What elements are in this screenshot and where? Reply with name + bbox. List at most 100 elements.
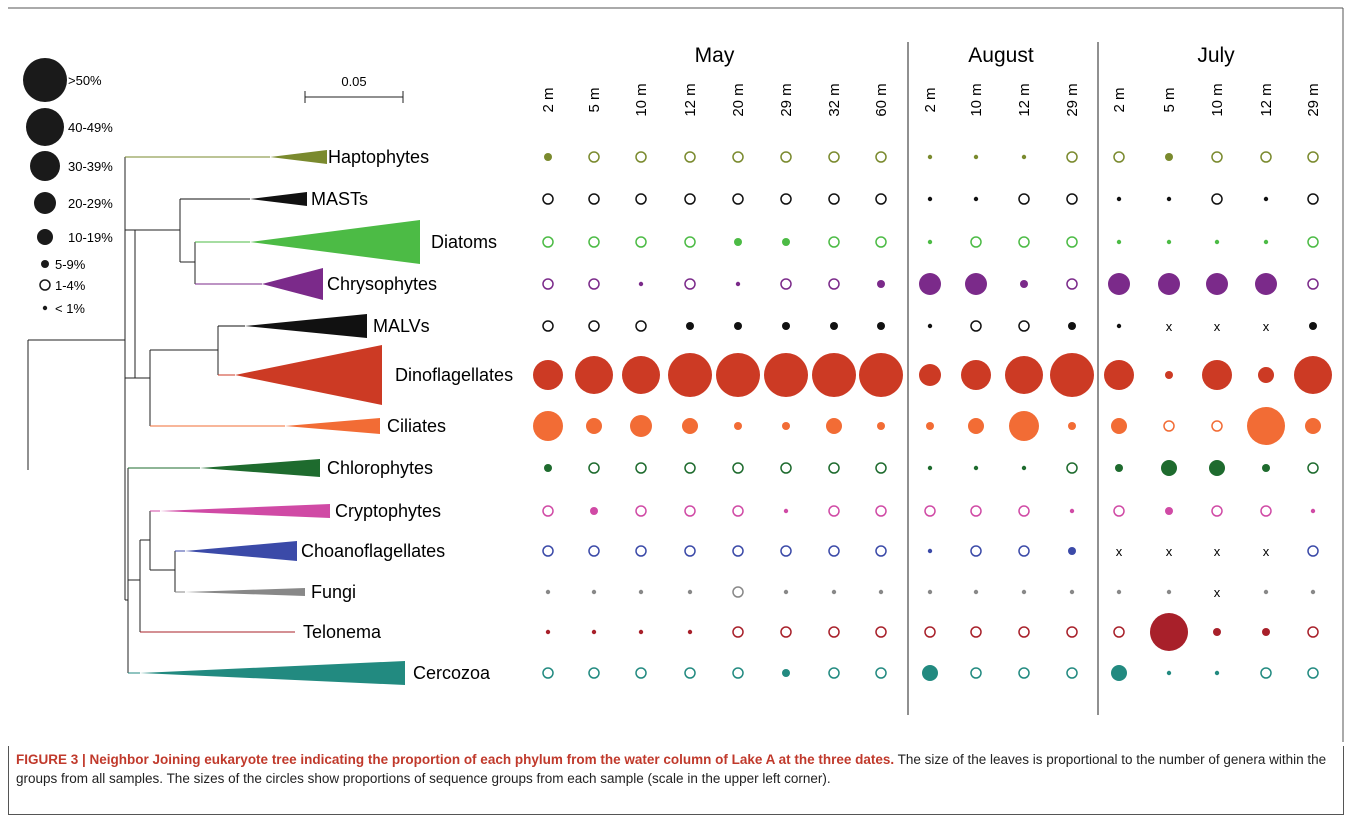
cell-bubble — [1066, 151, 1078, 163]
tree-leaf — [245, 314, 367, 338]
cell-bubble — [732, 193, 744, 205]
cell-bubble — [859, 353, 903, 397]
legend-symbol — [39, 279, 51, 291]
cell-bubble — [1021, 154, 1027, 160]
cell-bubble — [965, 273, 987, 295]
cell-bubble — [924, 505, 936, 517]
cell-bubble — [970, 236, 982, 248]
cell-bubble — [1305, 418, 1321, 434]
cell-bubble — [635, 320, 647, 332]
column-label: 10 m — [633, 83, 650, 116]
legend-symbol — [26, 108, 64, 146]
taxon-label: Choanoflagellates — [301, 541, 445, 561]
cell-bubble — [1202, 360, 1232, 390]
cell-bubble — [878, 589, 884, 595]
cell-bubble — [970, 667, 982, 679]
cell-bubble — [542, 667, 554, 679]
cell-bubble — [684, 278, 696, 290]
column-label: 60 m — [873, 83, 890, 116]
cell-bubble — [927, 548, 933, 554]
cell-bubble — [684, 462, 696, 474]
cell-bubble — [875, 193, 887, 205]
cell-bubble — [638, 589, 644, 595]
cell-bubble — [1213, 628, 1221, 636]
cell-bubble — [686, 322, 694, 330]
cell-bubble — [780, 151, 792, 163]
cell-text: x — [1263, 319, 1270, 334]
cell-bubble — [782, 422, 790, 430]
cell-bubble — [1214, 239, 1220, 245]
cell-bubble — [635, 193, 647, 205]
cell-bubble — [1307, 545, 1319, 557]
cell-bubble — [542, 236, 554, 248]
cell-bubble — [764, 353, 808, 397]
cell-bubble — [638, 281, 644, 287]
cell-bubble — [875, 151, 887, 163]
legend-label: 20-29% — [68, 196, 113, 211]
cell-bubble — [782, 238, 790, 246]
cell-bubble — [1258, 367, 1274, 383]
cell-bubble — [732, 151, 744, 163]
cell-bubble — [782, 669, 790, 677]
cell-bubble — [590, 507, 598, 515]
cell-bubble — [919, 273, 941, 295]
cell-bubble — [635, 236, 647, 248]
cell-bubble — [922, 665, 938, 681]
cell-bubble — [1165, 153, 1173, 161]
caption-title: FIGURE 3 | Neighbor Joining eukaryote tr… — [16, 752, 895, 767]
legend-symbol — [42, 305, 48, 311]
caption: FIGURE 3 | Neighbor Joining eukaryote tr… — [8, 746, 1344, 815]
column-label: 2 m — [540, 87, 557, 112]
cell-bubble — [1068, 422, 1076, 430]
tree-leaf — [235, 345, 382, 405]
cell-text: x — [1263, 544, 1270, 559]
legend-label: 30-39% — [68, 159, 113, 174]
cell-bubble — [1294, 356, 1332, 394]
cell-bubble — [973, 465, 979, 471]
cell-bubble — [1018, 236, 1030, 248]
tree-leaf — [250, 192, 307, 206]
tree-leaf — [185, 541, 297, 561]
cell-bubble — [542, 278, 554, 290]
cell-bubble — [968, 418, 984, 434]
cell-bubble — [1307, 667, 1319, 679]
cell-text: x — [1214, 319, 1221, 334]
cell-bubble — [588, 151, 600, 163]
cell-bubble — [812, 353, 856, 397]
tree-leaf — [160, 504, 330, 518]
cell-bubble — [542, 320, 554, 332]
cell-bubble — [927, 154, 933, 160]
cell-bubble — [877, 322, 885, 330]
cell-bubble — [1069, 589, 1075, 595]
cell-bubble — [635, 462, 647, 474]
cell-bubble — [734, 238, 742, 246]
cell-bubble — [1166, 589, 1172, 595]
cell-bubble — [1158, 273, 1180, 295]
cell-bubble — [630, 415, 652, 437]
cell-bubble — [1116, 589, 1122, 595]
column-label: 20 m — [730, 83, 747, 116]
cell-bubble — [588, 320, 600, 332]
cell-bubble — [1165, 507, 1173, 515]
cell-bubble — [545, 589, 551, 595]
legend-label: 5-9% — [55, 257, 86, 272]
cell-bubble — [544, 153, 552, 161]
cell-text: x — [1214, 544, 1221, 559]
cell-bubble — [1307, 626, 1319, 638]
column-label: 32 m — [826, 83, 843, 116]
tree-leaves — [125, 150, 420, 685]
cell-bubble — [542, 505, 554, 517]
cell-bubble — [1166, 239, 1172, 245]
cell-bubble — [635, 505, 647, 517]
cell-bubble — [1066, 626, 1078, 638]
cell-bubble — [1005, 356, 1043, 394]
legend-label: >50% — [68, 73, 102, 88]
cell-bubble — [1111, 418, 1127, 434]
cell-bubble — [1116, 323, 1122, 329]
column-label: 12 m — [1016, 83, 1033, 116]
taxon-label: Haptophytes — [328, 147, 429, 167]
cell-bubble — [783, 508, 789, 514]
legend-label: 1-4% — [55, 278, 86, 293]
cell-bubble — [1247, 407, 1285, 445]
legend-symbol — [37, 229, 53, 245]
